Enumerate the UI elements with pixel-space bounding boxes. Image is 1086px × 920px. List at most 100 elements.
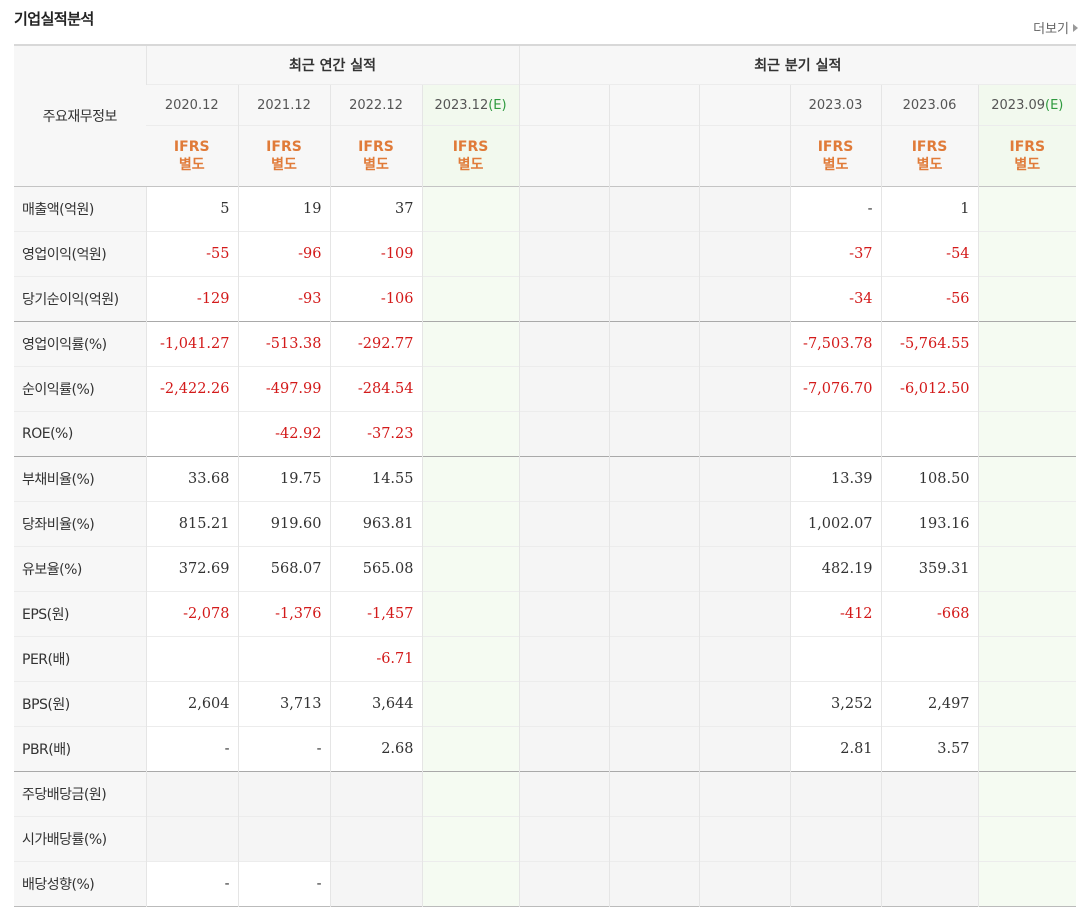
period-header bbox=[698, 84, 791, 126]
value-cell bbox=[789, 816, 882, 862]
value-cell bbox=[789, 771, 882, 817]
value-cell bbox=[145, 816, 238, 862]
value-cell bbox=[977, 456, 1077, 502]
value-cell: -37.23 bbox=[329, 411, 422, 457]
value-cell: -106 bbox=[329, 276, 422, 322]
value-cell bbox=[698, 681, 791, 727]
value-cell: -284.54 bbox=[329, 366, 422, 412]
value-cell bbox=[421, 591, 520, 637]
value-cell bbox=[608, 366, 700, 412]
row-label: 주당배당금(원) bbox=[14, 771, 146, 817]
value-cell bbox=[518, 186, 610, 232]
value-cell: -1,376 bbox=[237, 591, 330, 637]
value-cell: 372.69 bbox=[145, 546, 238, 592]
value-cell bbox=[518, 501, 610, 547]
period-header: 2023.03 bbox=[789, 84, 882, 126]
value-cell bbox=[421, 636, 520, 682]
value-cell: - bbox=[145, 726, 238, 772]
value-cell: 13.39 bbox=[789, 456, 882, 502]
value-cell: 568.07 bbox=[237, 546, 330, 592]
value-cell bbox=[977, 636, 1077, 682]
table-row: 당좌비율(%) 815.21 919.60 963.81 1,002.07 193.16 bbox=[14, 501, 1077, 547]
value-cell bbox=[880, 771, 979, 817]
value-cell bbox=[977, 501, 1077, 547]
value-cell: - bbox=[237, 861, 330, 907]
value-cell bbox=[977, 816, 1077, 862]
value-cell: -7,503.78 bbox=[789, 321, 882, 367]
table-row: 주당배당금(원) bbox=[14, 771, 1077, 817]
value-cell bbox=[518, 231, 610, 277]
value-cell bbox=[421, 771, 520, 817]
period-header: 2022.12 bbox=[329, 84, 422, 126]
ifrs-label: IFRS 별도 bbox=[977, 125, 1077, 187]
value-cell: 19.75 bbox=[237, 456, 330, 502]
value-cell bbox=[698, 321, 791, 367]
ifrs-label: IFRS 별도 bbox=[421, 125, 520, 187]
value-cell bbox=[421, 276, 520, 322]
value-cell: 815.21 bbox=[145, 501, 238, 547]
value-cell bbox=[977, 546, 1077, 592]
value-cell bbox=[608, 501, 700, 547]
more-label: 더보기 bbox=[1033, 22, 1069, 37]
value-cell: 2.81 bbox=[789, 726, 882, 772]
row-label: 부채비율(%) bbox=[14, 456, 146, 502]
value-cell: -6.71 bbox=[329, 636, 422, 682]
value-cell bbox=[977, 681, 1077, 727]
value-cell bbox=[698, 546, 791, 592]
value-cell bbox=[237, 636, 330, 682]
value-cell bbox=[518, 771, 610, 817]
value-cell bbox=[237, 771, 330, 817]
value-cell: -2,422.26 bbox=[145, 366, 238, 412]
value-cell: -129 bbox=[145, 276, 238, 322]
value-cell: -37 bbox=[789, 231, 882, 277]
row-label: 순이익률(%) bbox=[14, 366, 146, 412]
quarter-header: 최근 분기 실적 bbox=[518, 44, 1077, 85]
value-cell bbox=[421, 726, 520, 772]
value-cell bbox=[977, 861, 1077, 907]
arrow-right-icon bbox=[1073, 24, 1078, 32]
period-header bbox=[608, 84, 700, 126]
table-row: 시가배당률(%) bbox=[14, 816, 1077, 862]
value-cell bbox=[880, 816, 979, 862]
value-cell: -292.77 bbox=[329, 321, 422, 367]
value-cell bbox=[698, 726, 791, 772]
ifrs-label: IFRS 별도 bbox=[789, 125, 882, 187]
more-link[interactable]: 더보기 bbox=[1033, 18, 1078, 37]
value-cell: -109 bbox=[329, 231, 422, 277]
row-label: 당좌비율(%) bbox=[14, 501, 146, 547]
value-cell bbox=[977, 186, 1077, 232]
value-cell bbox=[698, 186, 791, 232]
value-cell bbox=[421, 456, 520, 502]
value-cell bbox=[789, 861, 882, 907]
value-cell bbox=[421, 501, 520, 547]
value-cell: -6,012.50 bbox=[880, 366, 979, 412]
period-header: 2021.12 bbox=[237, 84, 330, 126]
value-cell: 1,002.07 bbox=[789, 501, 882, 547]
row-label: EPS(원) bbox=[14, 591, 146, 637]
table-row: 순이익률(%) -2,422.26 -497.99 -284.54 -7,076.70-… bbox=[14, 366, 1077, 412]
value-cell bbox=[608, 456, 700, 502]
value-cell bbox=[880, 411, 979, 457]
estimate-mark: (E) bbox=[1045, 97, 1064, 113]
value-cell bbox=[789, 411, 882, 457]
value-cell bbox=[421, 366, 520, 412]
value-cell: 482.19 bbox=[789, 546, 882, 592]
value-cell bbox=[421, 411, 520, 457]
value-cell bbox=[698, 411, 791, 457]
value-cell bbox=[518, 726, 610, 772]
value-cell bbox=[977, 231, 1077, 277]
value-cell bbox=[698, 636, 791, 682]
value-cell bbox=[421, 321, 520, 367]
table-row: 매출액(억원) 5 19 37 -1 bbox=[14, 186, 1077, 232]
value-cell: - bbox=[237, 726, 330, 772]
value-cell bbox=[608, 636, 700, 682]
value-cell bbox=[608, 411, 700, 457]
value-cell bbox=[518, 636, 610, 682]
ifrs-label: IFRS 별도 bbox=[237, 125, 330, 187]
value-cell bbox=[518, 456, 610, 502]
row-label: 영업이익(억원) bbox=[14, 231, 146, 277]
value-cell: 2,497 bbox=[880, 681, 979, 727]
row-label: 당기순이익(억원) bbox=[14, 276, 146, 322]
value-cell: 3,713 bbox=[237, 681, 330, 727]
ifrs-label: IFRS 별도 bbox=[880, 125, 979, 187]
